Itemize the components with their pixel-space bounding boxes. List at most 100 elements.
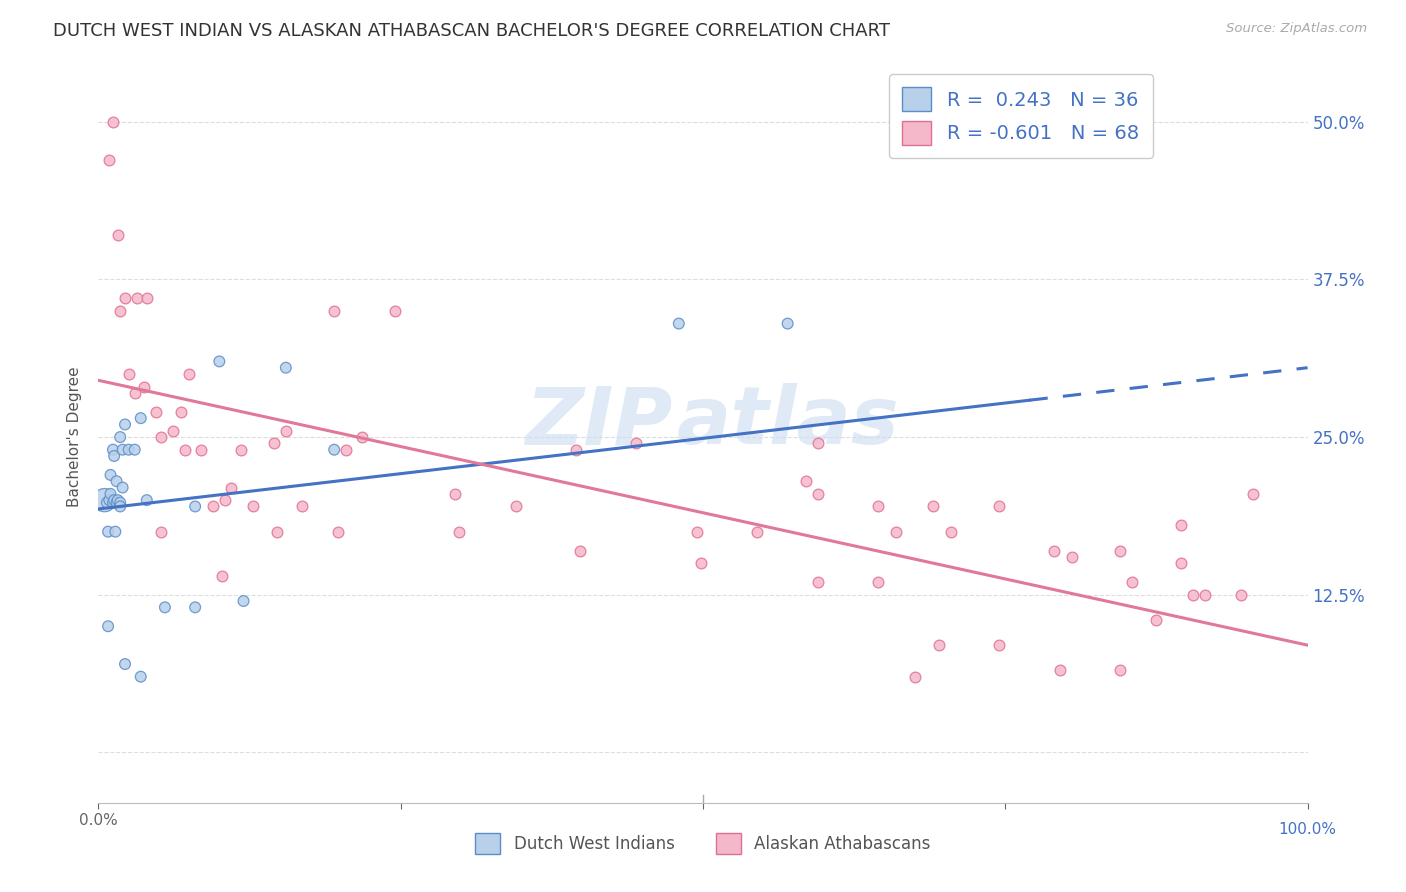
Point — [111, 481, 134, 495]
Point — [98, 153, 121, 167]
Point — [263, 436, 285, 450]
Point — [747, 524, 769, 539]
Point — [266, 524, 288, 539]
Point — [100, 467, 122, 482]
Point — [103, 493, 125, 508]
Text: ZIP: ZIP — [526, 384, 672, 461]
Point — [104, 524, 127, 539]
Point — [928, 638, 950, 652]
Point — [184, 500, 207, 514]
Point — [96, 496, 118, 510]
Point — [921, 500, 943, 514]
Point — [988, 500, 1011, 514]
Point — [100, 487, 122, 501]
Text: atlas: atlas — [676, 384, 900, 461]
Point — [807, 487, 830, 501]
Point — [1121, 575, 1143, 590]
Point — [114, 291, 136, 305]
Point — [214, 493, 236, 508]
Point — [124, 442, 146, 457]
Point — [103, 449, 125, 463]
Point — [242, 500, 264, 514]
Point — [229, 442, 252, 457]
Point — [118, 442, 141, 457]
Point — [505, 500, 527, 514]
Point — [169, 405, 191, 419]
Point — [114, 657, 136, 671]
Point — [134, 379, 156, 393]
Point — [335, 442, 357, 457]
Point — [290, 500, 312, 514]
Point — [129, 411, 152, 425]
Point — [150, 430, 173, 444]
Point — [145, 405, 167, 419]
Point — [1109, 543, 1132, 558]
Point — [668, 317, 690, 331]
Point — [1170, 556, 1192, 570]
Point — [686, 524, 709, 539]
Point — [1042, 543, 1064, 558]
Point — [868, 575, 890, 590]
Point — [107, 493, 129, 508]
Point — [179, 367, 201, 381]
Point — [97, 524, 120, 539]
Point — [184, 600, 207, 615]
Point — [211, 569, 233, 583]
Point — [776, 317, 799, 331]
Point — [988, 638, 1011, 652]
Text: 100.0%: 100.0% — [1278, 822, 1337, 838]
Point — [174, 442, 197, 457]
Point — [904, 670, 927, 684]
Point — [326, 524, 349, 539]
Point — [98, 493, 121, 508]
Point — [108, 496, 131, 510]
Point — [323, 442, 346, 457]
Point — [350, 430, 373, 444]
Text: Source: ZipAtlas.com: Source: ZipAtlas.com — [1226, 22, 1367, 36]
Point — [108, 430, 131, 444]
Point — [105, 474, 128, 488]
Point — [274, 360, 297, 375]
Point — [868, 500, 890, 514]
Point — [1181, 588, 1204, 602]
Point — [93, 493, 115, 508]
Point — [202, 500, 225, 514]
Point — [105, 496, 128, 510]
Point — [101, 442, 124, 457]
Point — [447, 524, 470, 539]
Point — [626, 436, 648, 450]
Point — [1194, 588, 1216, 602]
Point — [1060, 549, 1083, 564]
Point — [111, 442, 134, 457]
Point — [97, 619, 120, 633]
Point — [135, 493, 157, 508]
Point — [689, 556, 711, 570]
Point — [939, 524, 962, 539]
Point — [565, 442, 588, 457]
Text: DUTCH WEST INDIAN VS ALASKAN ATHABASCAN BACHELOR'S DEGREE CORRELATION CHART: DUTCH WEST INDIAN VS ALASKAN ATHABASCAN … — [53, 22, 890, 40]
Point — [568, 543, 591, 558]
Point — [794, 474, 817, 488]
Point — [114, 417, 136, 432]
Point — [208, 354, 231, 368]
Point — [190, 442, 212, 457]
Point — [108, 500, 131, 514]
Point — [150, 524, 173, 539]
Point — [1146, 613, 1168, 627]
Point — [153, 600, 176, 615]
Point — [384, 304, 406, 318]
Point — [135, 291, 157, 305]
Point — [1109, 664, 1132, 678]
Y-axis label: Bachelor's Degree: Bachelor's Degree — [67, 367, 83, 508]
Point — [274, 424, 297, 438]
Point — [101, 115, 124, 129]
Point — [127, 291, 149, 305]
Point — [162, 424, 184, 438]
Point — [124, 386, 146, 401]
Point — [129, 670, 152, 684]
Point — [108, 304, 131, 318]
Point — [444, 487, 467, 501]
Point — [886, 524, 908, 539]
Point — [1230, 588, 1253, 602]
Point — [101, 496, 124, 510]
